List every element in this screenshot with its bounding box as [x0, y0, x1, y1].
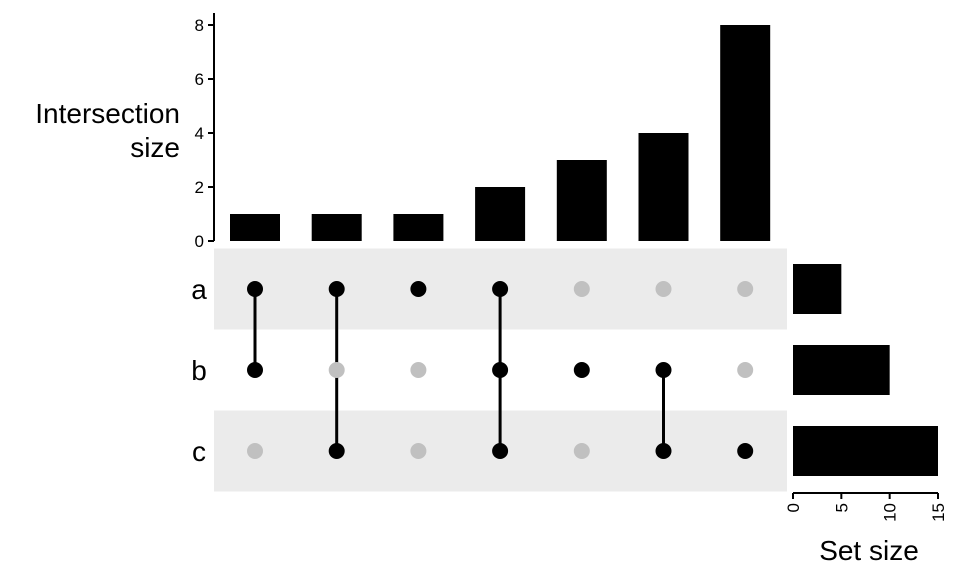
matrix-dot-inactive [328, 362, 345, 378]
intersection-bar [720, 25, 771, 241]
matrix-dot-active [247, 362, 263, 378]
matrix-dot-active [328, 281, 345, 297]
intersection-bar [638, 133, 689, 241]
matrix-dot-active [655, 443, 672, 459]
y-tick-label: 4 [195, 124, 204, 143]
matrix-dot-inactive [573, 281, 590, 297]
set-size-bar-a [793, 264, 842, 314]
matrix-dot-inactive [410, 362, 427, 378]
set-size-axis: 0 5 10 15 [784, 492, 948, 522]
set-label-a: a [191, 274, 207, 305]
intersection-bar [230, 214, 280, 241]
intersection-bar [556, 160, 607, 241]
y-tick-label: 0 [195, 232, 204, 251]
matrix-dot-active [655, 362, 672, 378]
matrix-dot-active [492, 443, 509, 459]
set-size-label: Set size [819, 535, 919, 566]
matrix-dot-inactive [737, 362, 754, 378]
set-size-bar-b [793, 345, 890, 395]
matrix-dot-active [247, 281, 263, 297]
x-tick-label: 5 [832, 503, 851, 512]
x-tick-label: 0 [784, 503, 803, 512]
matrix-dot-active [573, 362, 590, 378]
y-tick-label: 8 [195, 16, 204, 35]
intersection-size-label-line1: Intersection [35, 98, 180, 129]
set-size-bars [793, 264, 938, 476]
matrix-dot-active [737, 443, 754, 459]
matrix-dot-inactive [410, 443, 427, 459]
intersection-bars [230, 25, 771, 241]
set-label-c: c [192, 436, 206, 467]
set-labels: a b c [191, 274, 207, 467]
matrix-dot-inactive [655, 281, 672, 297]
matrix-dot-active [328, 443, 345, 459]
y-tick-label: 6 [195, 70, 204, 89]
y-tick-label: 2 [195, 178, 204, 197]
matrix-dot-inactive [737, 281, 754, 297]
matrix-dot-inactive [573, 443, 590, 459]
intersection-bar [393, 214, 444, 241]
matrix-dot-active [492, 281, 509, 297]
set-size-bar-c [793, 426, 938, 476]
intersection-bar [311, 214, 362, 241]
x-tick-label: 15 [929, 503, 948, 522]
intersection-size-label-line2: size [130, 132, 180, 163]
matrix-dot-active [492, 362, 509, 378]
x-tick-label: 10 [881, 503, 900, 522]
matrix-dot-active [410, 281, 427, 297]
set-label-b: b [191, 355, 207, 386]
intersection-bar [475, 187, 526, 241]
matrix-dot-inactive [247, 443, 263, 459]
intersection-size-axis: 0 2 4 6 8 [195, 13, 215, 251]
intersection-matrix [247, 281, 754, 459]
